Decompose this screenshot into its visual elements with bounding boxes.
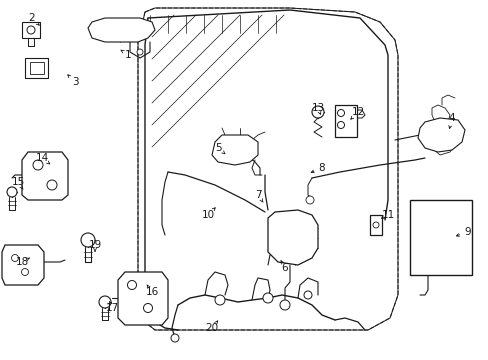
Bar	[334, 105, 356, 137]
Text: 16: 16	[145, 287, 158, 297]
Circle shape	[311, 106, 324, 118]
Text: 5: 5	[214, 143, 221, 153]
Polygon shape	[267, 210, 317, 265]
Circle shape	[280, 300, 289, 310]
Text: 20: 20	[205, 323, 218, 333]
Text: 11: 11	[381, 210, 394, 220]
Text: 2: 2	[29, 13, 35, 23]
Circle shape	[81, 233, 95, 247]
Polygon shape	[25, 58, 48, 78]
Polygon shape	[88, 18, 155, 42]
Polygon shape	[417, 118, 464, 152]
Text: 14: 14	[35, 153, 48, 163]
Text: 19: 19	[88, 240, 102, 250]
Text: 6: 6	[281, 263, 288, 273]
Circle shape	[263, 293, 272, 303]
Circle shape	[305, 196, 313, 204]
Circle shape	[47, 180, 57, 190]
Bar	[409, 200, 471, 275]
Circle shape	[337, 122, 344, 129]
Circle shape	[21, 269, 28, 275]
Text: 10: 10	[201, 210, 214, 220]
Text: 15: 15	[11, 177, 24, 187]
Circle shape	[12, 255, 19, 261]
Circle shape	[304, 291, 311, 299]
Bar	[369, 215, 381, 235]
Circle shape	[99, 296, 111, 308]
Polygon shape	[118, 272, 168, 325]
Circle shape	[33, 160, 43, 170]
Text: 12: 12	[351, 107, 364, 117]
Text: 4: 4	[448, 113, 454, 123]
Text: 18: 18	[15, 257, 29, 267]
Circle shape	[127, 280, 136, 289]
Text: 1: 1	[124, 50, 131, 60]
Polygon shape	[2, 245, 44, 285]
Text: 9: 9	[464, 227, 470, 237]
Text: 13: 13	[311, 103, 324, 113]
Circle shape	[215, 295, 224, 305]
Circle shape	[7, 187, 17, 197]
Bar	[30, 62, 44, 74]
Text: 8: 8	[318, 163, 325, 173]
Polygon shape	[22, 152, 68, 200]
Circle shape	[27, 26, 35, 34]
Polygon shape	[138, 8, 397, 330]
Circle shape	[337, 109, 344, 117]
Text: 7: 7	[254, 190, 261, 200]
Polygon shape	[212, 135, 258, 165]
Circle shape	[171, 334, 179, 342]
Circle shape	[372, 222, 378, 228]
Text: 17: 17	[105, 303, 119, 313]
Polygon shape	[22, 22, 40, 38]
Circle shape	[137, 49, 142, 55]
Circle shape	[143, 303, 152, 312]
Text: 3: 3	[72, 77, 78, 87]
